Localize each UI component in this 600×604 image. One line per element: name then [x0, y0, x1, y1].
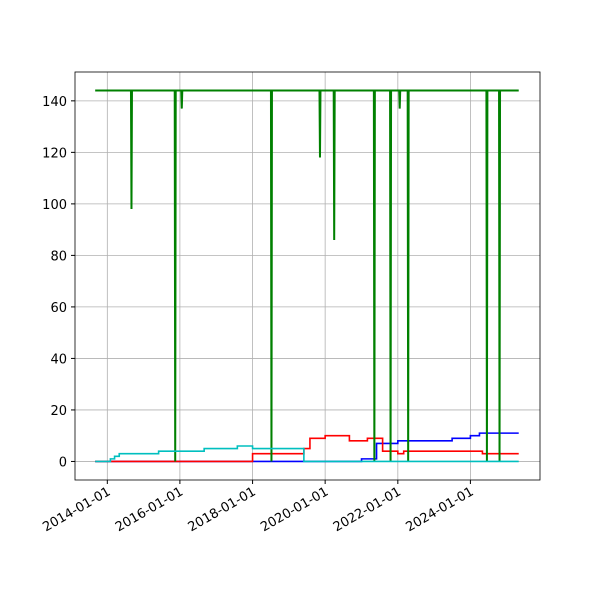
- series-line: [95, 432, 519, 463]
- x-tick-label: 2024-01-01: [403, 484, 476, 535]
- y-tick-label: 20: [50, 404, 67, 419]
- y-tick-label: 0: [59, 455, 67, 470]
- y-tick-label: 140: [42, 95, 67, 110]
- x-tick-label: 2020-01-01: [258, 484, 331, 535]
- y-tick-label: 80: [50, 249, 67, 264]
- series-line: [95, 445, 519, 463]
- y-tick-label: 120: [42, 146, 67, 161]
- x-tick-label: 2022-01-01: [331, 484, 404, 535]
- y-tick-label: 40: [50, 352, 67, 367]
- series-line: [95, 89, 519, 462]
- x-tick-label: 2018-01-01: [186, 484, 259, 535]
- series-line: [95, 434, 519, 463]
- x-tick-label: 2014-01-01: [40, 484, 113, 535]
- y-tick-label: 100: [42, 198, 67, 213]
- plot-frame: [74, 71, 541, 481]
- x-tick-label: 2016-01-01: [113, 484, 186, 535]
- y-tick-label: 60: [50, 301, 67, 316]
